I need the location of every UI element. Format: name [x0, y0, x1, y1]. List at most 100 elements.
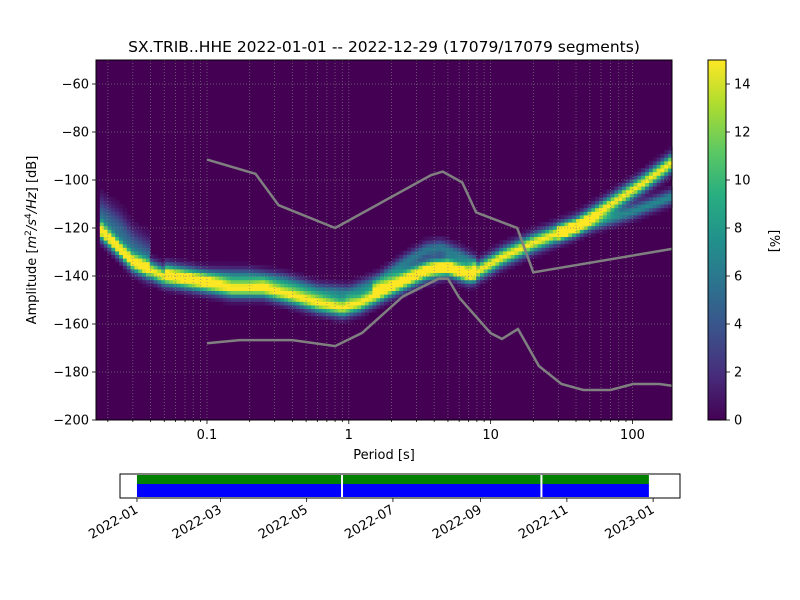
heatmap-cell [245, 265, 251, 270]
heatmap-cell [464, 276, 470, 281]
heatmap-cell [430, 283, 435, 288]
heatmap-cell [399, 286, 404, 291]
heatmap-cell [142, 276, 147, 281]
heatmap-cell [418, 276, 423, 281]
heatmap-cell [552, 218, 558, 223]
heatmap-cell [387, 297, 393, 302]
heatmap-cell [203, 286, 208, 291]
heatmap-cell [664, 171, 669, 176]
heatmap-cell [430, 236, 435, 241]
heatmap-cell [126, 247, 132, 252]
heatmap-cell [629, 218, 635, 223]
heatmap-cell [618, 207, 623, 212]
heatmap-cell [341, 308, 347, 313]
heatmap-cell [218, 279, 224, 284]
heatmap-cell [188, 283, 193, 288]
heatmap-cell [614, 196, 619, 201]
heatmap-cell [537, 232, 543, 237]
heatmap-cell [664, 193, 669, 198]
heatmap-cell [107, 247, 112, 252]
heatmap-cell [606, 200, 612, 205]
heatmap-cell [633, 193, 639, 198]
heatmap-cell [572, 225, 577, 230]
heatmap-cell [257, 279, 262, 284]
heatmap-cell [456, 272, 462, 277]
heatmap-cell [618, 222, 623, 227]
heatmap-cell [641, 175, 646, 180]
heatmap-cell [668, 186, 673, 191]
heatmap-cell [280, 286, 285, 291]
heatmap-cell [368, 308, 374, 313]
heatmap-cell [161, 261, 166, 266]
heatmap-cell [222, 261, 228, 266]
heatmap-cell [495, 250, 500, 255]
colorbar [707, 59, 727, 421]
heatmap-cell [357, 286, 362, 291]
heatmap-cell [491, 258, 496, 263]
heatmap-cell [410, 250, 416, 255]
heatmap-cell [119, 222, 124, 227]
heatmap-cell [622, 207, 627, 212]
heatmap-cell [395, 279, 400, 284]
heatmap-cell [560, 232, 566, 237]
heatmap-cell [115, 214, 120, 219]
heatmap-cell [368, 294, 374, 299]
heatmap-cell [384, 272, 389, 277]
heatmap-cell [449, 250, 454, 255]
heatmap-cell [483, 268, 489, 273]
heatmap-cell [103, 236, 109, 241]
heatmap-cell [460, 261, 466, 266]
heatmap-cell [126, 265, 132, 270]
heatmap-cell [522, 236, 527, 241]
heatmap-cell [376, 297, 381, 302]
coverage-data-bar [136, 484, 649, 497]
heatmap-cell [188, 290, 193, 295]
heatmap-cell [387, 272, 393, 277]
heatmap-cell [245, 286, 251, 291]
heatmap-cell [453, 254, 458, 259]
heatmap-cell [299, 276, 304, 281]
heatmap-cell [637, 211, 642, 216]
heatmap-cell [384, 279, 389, 284]
heatmap-cell [203, 268, 208, 273]
heatmap-cell [261, 301, 266, 306]
heatmap-cell [418, 272, 423, 277]
heatmap-cell [215, 290, 220, 295]
heatmap-cell [134, 250, 139, 255]
heatmap-cell [441, 236, 447, 241]
heatmap-cell [145, 247, 151, 252]
heatmap-cell [591, 218, 596, 223]
heatmap-cell [119, 250, 124, 255]
heatmap-cell [472, 276, 477, 281]
heatmap-cell [668, 168, 673, 173]
heatmap-cell [372, 301, 377, 306]
heatmap-cell [499, 243, 504, 248]
heatmap-cell [168, 258, 174, 263]
heatmap-cell [299, 279, 304, 284]
heatmap-cell [529, 236, 535, 241]
heatmap-cell [284, 304, 289, 309]
heatmap-cell [464, 258, 470, 263]
heatmap-cell [503, 240, 508, 245]
heatmap-cell [364, 312, 370, 317]
heatmap-cell [253, 290, 258, 295]
heatmap-cell [418, 261, 423, 266]
heatmap-cell [280, 290, 285, 295]
heatmap-cell [165, 272, 170, 277]
heatmap-cell [249, 286, 255, 291]
heatmap-cell [441, 243, 447, 248]
heatmap-cell [591, 214, 596, 219]
heatmap-cell [618, 211, 623, 216]
heatmap-cell [199, 276, 205, 281]
heatmap-cell [211, 279, 216, 284]
heatmap-cell [437, 247, 443, 252]
heatmap-cell [529, 247, 535, 252]
heatmap-cell [656, 186, 662, 191]
heatmap-cell [480, 276, 485, 281]
heatmap-cell [192, 279, 197, 284]
heatmap-cell [349, 308, 354, 313]
heatmap-cell [556, 229, 562, 234]
heatmap-cell [245, 268, 251, 273]
heatmap-cell [610, 189, 615, 194]
heatmap-cell [441, 279, 447, 284]
